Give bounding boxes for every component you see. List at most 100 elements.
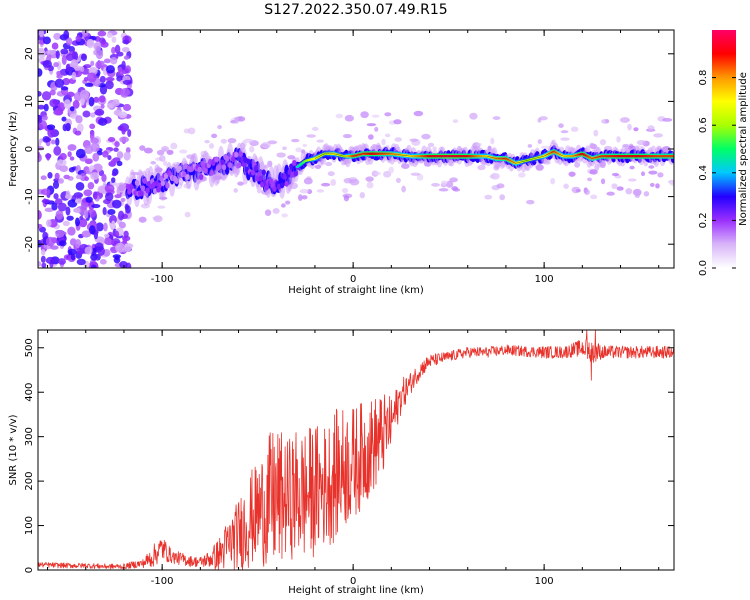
spectrogram-noise-cell <box>179 149 188 154</box>
spectrogram-noise-cell <box>492 116 501 120</box>
spectrogram-noise-cell <box>123 243 132 252</box>
spectrogram-noise-cell <box>441 180 448 186</box>
spectrogram-ridge-inner <box>139 190 144 197</box>
spectrogram-noise-cell <box>88 96 95 107</box>
spectrogram-noise-cell <box>85 196 93 203</box>
spectrogram-noise-cell <box>95 222 104 232</box>
spectrogram-noise-cell <box>52 180 60 190</box>
spectrogram-noise-cell <box>53 193 59 200</box>
spectrogram-noise-cell <box>119 136 129 143</box>
spectrogram-ridge-inner <box>227 162 233 169</box>
spectrogram-noise-cell <box>401 185 406 193</box>
spectrogram-ridge-inner <box>253 165 259 172</box>
spectrogram-noise-cell <box>45 236 56 247</box>
spectrogram-noise-cell <box>220 138 227 144</box>
spectrogram-ridge-inner <box>209 169 215 176</box>
spectrogram-noise-cell <box>38 146 45 151</box>
colorbar-ticks: 0.0 0.2 0.4 0.6 0.8 <box>698 70 736 276</box>
spectrogram-noise-cell <box>535 164 544 171</box>
spectrogram-noise-cell <box>74 130 82 136</box>
spectrogram-noise-cell <box>45 49 55 55</box>
spectrogram-ridge-inner <box>160 180 166 187</box>
spectrogram-noise-cell <box>92 191 98 200</box>
spectrogram-noise-cell <box>105 65 116 74</box>
spectrogram-noise-cell <box>140 203 150 209</box>
snr-series-line <box>38 330 674 570</box>
spectrogram-noise-cell <box>393 119 402 125</box>
spectrogram-noise-cell <box>40 175 47 181</box>
spectrogram-noise-cell <box>662 117 673 122</box>
spectrogram-noise-cell <box>111 100 120 107</box>
spectrogram-noise-cell <box>410 172 421 176</box>
spectrogram-noise-cell <box>41 91 52 101</box>
spectrogram-noise-cell <box>648 170 658 175</box>
spectrogram-noise-cell <box>616 186 624 191</box>
spectrogram-noise-cell <box>38 114 43 124</box>
spectrogram-noise-cell <box>116 151 124 159</box>
spectrogram-noise-cell <box>496 183 505 189</box>
spectrogram-noise-cell <box>282 146 287 151</box>
spectrogram-noise-cell <box>38 104 45 110</box>
spectrogram-ridge-inner <box>261 169 266 176</box>
spectrogram-noise-cell <box>94 110 103 116</box>
spectrogram-noise-cell <box>243 138 254 143</box>
spectrogram-ridge-inner <box>292 160 297 167</box>
spectrogram-noise-cell <box>359 192 366 199</box>
spectrogram-noise-cell <box>38 68 43 77</box>
spectrogram-noise-cell <box>123 55 130 60</box>
snr-y-tick-label: 0 <box>24 567 35 573</box>
spectrogram-noise-cell <box>122 39 130 45</box>
spectrogram-noise-cell <box>102 150 109 158</box>
spectrogram-noise-cell <box>75 115 83 124</box>
spectrogram-noise-cell <box>50 139 56 145</box>
spectrogram-noise-cell <box>68 167 75 173</box>
spectrogram-noise-cell <box>70 253 76 261</box>
spectrogram-noise-cell <box>344 114 354 122</box>
spectrogram-noise-cell <box>121 126 126 135</box>
spectrogram-noise-cell <box>110 57 118 65</box>
spectrogram-noise-cell <box>170 142 178 150</box>
spectrogram-noise-cell <box>104 233 110 238</box>
spectrogram-noise-cell <box>67 248 77 256</box>
spectrogram-noise-cell <box>123 151 131 161</box>
spectrogram-noise-cell <box>99 259 107 265</box>
spectrogram-noise-cell <box>335 113 344 119</box>
spectrogram-noise-cell <box>139 145 146 151</box>
spectrogram-x-tick-label: 100 <box>535 274 554 285</box>
spectrogram-noise-cell <box>87 181 95 190</box>
spectrogram-noise-cell <box>67 226 76 236</box>
spectrogram-noise-cell <box>38 91 42 97</box>
spectrogram-noise-cell <box>46 219 52 227</box>
spectrogram-noise-cell <box>42 115 48 121</box>
spectrogram-noise-cell <box>159 155 166 162</box>
spectrogram-y-tick-label: 0 <box>24 146 35 152</box>
spectrogram-ridge-inner <box>145 187 150 194</box>
spectrogram-noise-cell <box>44 137 52 142</box>
spectrogram-noise-cell <box>120 197 126 203</box>
spectrogram-noise-cell <box>285 200 291 205</box>
spectrogram-noise-cell <box>653 133 664 138</box>
spectrogram-noise-cell <box>445 180 454 188</box>
spectrogram-noise-cell <box>90 142 100 153</box>
spectrogram-ridge-inner <box>140 185 146 192</box>
spectrogram-noise-cell <box>249 145 255 153</box>
spectrogram-noise-cell <box>371 114 380 118</box>
spectrogram-ridge-inner <box>200 160 205 167</box>
spectrogram-noise-cell <box>381 138 386 146</box>
spectrogram-noise-cell <box>84 158 93 165</box>
spectrogram-ridge-inner <box>256 171 262 178</box>
spectrogram-noise-cell <box>394 137 402 142</box>
spectrogram-noise-cell <box>499 194 506 201</box>
spectrogram-noise-cell <box>388 166 395 174</box>
spectrogram-noise-cell <box>61 54 67 65</box>
spectrogram-noise-cell <box>114 255 120 261</box>
spectrogram-y-tick-label: 20 <box>24 47 35 60</box>
spectrogram-noise-cell <box>124 203 130 210</box>
spectrogram-noise-cell <box>119 260 128 268</box>
spectrogram-noise-cell <box>84 82 94 87</box>
spectrogram-noise-cell <box>113 147 119 152</box>
spectrogram-noise-cell <box>90 137 100 144</box>
spectrogram-noise-cell <box>38 261 42 267</box>
colorbar-gradient <box>712 30 736 268</box>
spectrogram-noise-cell <box>110 158 117 165</box>
